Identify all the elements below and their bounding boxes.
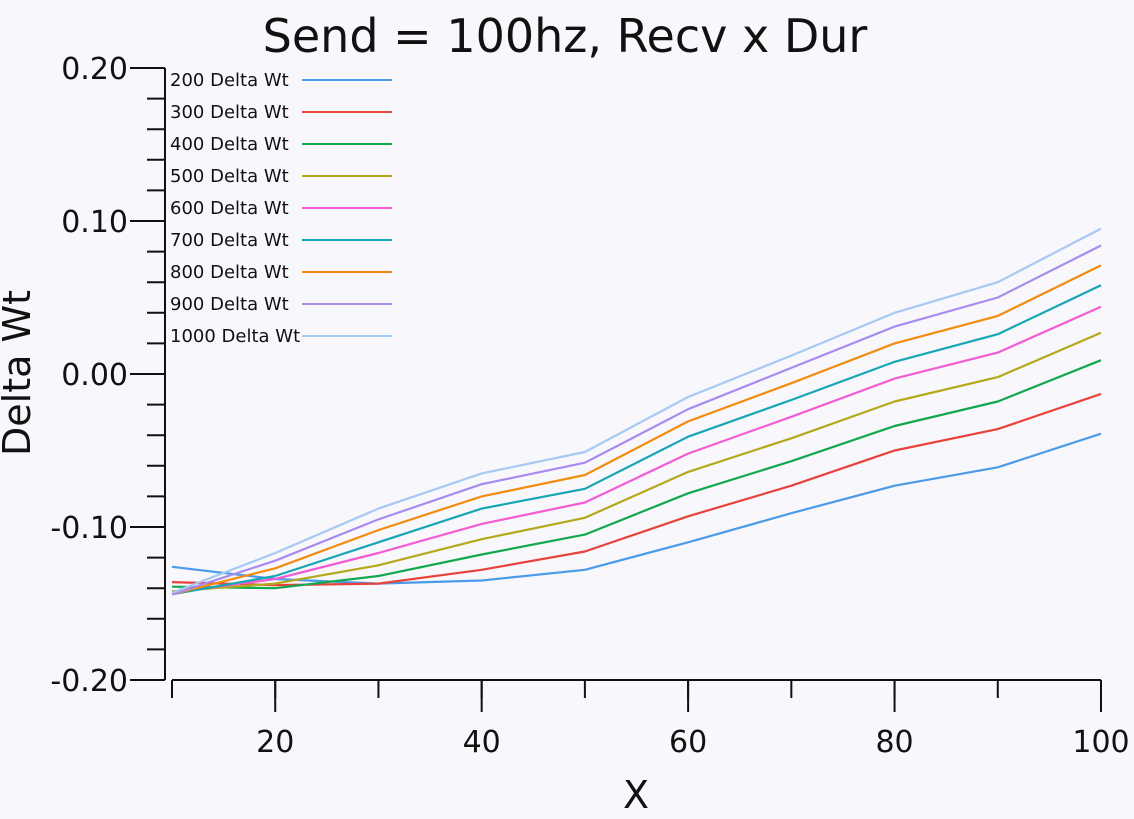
- x-tick-label: 80: [875, 725, 913, 760]
- legend-label: 200 Delta Wt: [170, 70, 289, 91]
- x-tick-label: 100: [1072, 725, 1129, 760]
- y-tick-label: -0.20: [50, 664, 128, 699]
- x-axis-label: X: [623, 773, 649, 817]
- y-tick-label: 0.10: [61, 205, 128, 240]
- x-ticks: 20 40 60 80 100: [256, 680, 1130, 760]
- y-tick-label: -0.10: [50, 511, 128, 546]
- series-line-2: [171, 392, 1102, 587]
- legend-label: 600 Delta Wt: [170, 198, 289, 219]
- series-line-4: [171, 331, 1102, 593]
- legend-label: 800 Delta Wt: [170, 262, 289, 283]
- legend-label: 500 Delta Wt: [170, 166, 289, 187]
- x-tick-label: 20: [256, 725, 294, 760]
- series-line-8: [171, 244, 1102, 596]
- y-ticks: -0.20 -0.10 0.00 0.10 0.20: [50, 52, 165, 699]
- legend-label: 900 Delta Wt: [170, 294, 289, 315]
- chart-title: Send = 100hz, Recv x Dur: [263, 9, 868, 63]
- x-tick-label: 60: [669, 725, 707, 760]
- legend-label: 400 Delta Wt: [170, 134, 289, 155]
- series-lines: [171, 227, 1102, 596]
- legend-label: 1000 Delta Wt: [170, 326, 300, 347]
- y-tick-label: 0.00: [61, 358, 128, 393]
- series-line-9: [171, 227, 1102, 594]
- legend: 200 Delta Wt 300 Delta Wt 400 Delta Wt 500 …: [170, 70, 392, 347]
- series-line-7: [171, 264, 1102, 596]
- series-line-5: [171, 305, 1102, 594]
- legend-label: 700 Delta Wt: [170, 230, 289, 251]
- series-line-1: [171, 432, 1102, 585]
- x-minor-ticks: [171, 680, 1102, 698]
- x-tick-label: 40: [463, 725, 501, 760]
- series-line-3: [171, 359, 1102, 590]
- legend-label: 300 Delta Wt: [170, 102, 289, 123]
- y-axis-label: Delta Wt: [0, 290, 39, 456]
- series-line-6: [171, 284, 1102, 596]
- y-tick-label: 0.20: [61, 52, 128, 87]
